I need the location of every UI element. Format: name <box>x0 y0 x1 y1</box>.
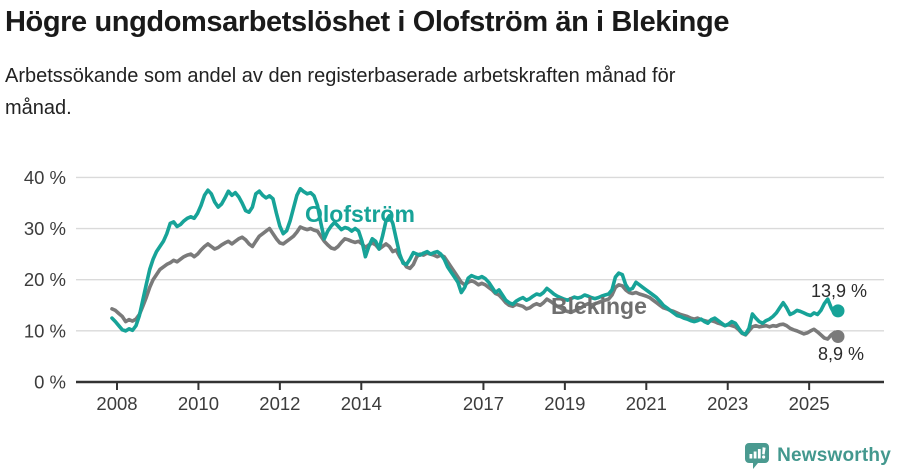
x-tick-label: 2014 <box>341 393 382 414</box>
x-tick-label: 2019 <box>544 393 585 414</box>
page-title: Högre ungdomsarbetslöshet i Olofström än… <box>5 6 730 38</box>
y-tick-label: 30 % <box>24 218 66 239</box>
x-tick-label: 2025 <box>789 393 830 414</box>
newsworthy-chart-bubble-icon <box>745 443 770 469</box>
olofström-line <box>110 186 840 337</box>
x-tick-label: 2012 <box>259 393 300 414</box>
x-tick-label: 2010 <box>178 393 219 414</box>
blekinge-series-label: Blekinge <box>551 293 647 319</box>
y-tick-label: 40 % <box>24 167 66 188</box>
brand-name: Newsworthy <box>777 444 891 466</box>
brand-logo-link[interactable]: Newsworthy <box>744 442 891 469</box>
subtitle-line-2: månad. <box>5 97 72 120</box>
y-tick-label: 10 % <box>24 320 66 341</box>
olofström-series-label: Olofström <box>305 201 415 227</box>
x-tick-label: 2021 <box>626 393 667 414</box>
y-tick-label: 20 % <box>24 269 66 290</box>
chart-subtitle: Arbetssökande som andel av den registerb… <box>5 60 900 124</box>
olofström-end-value-label: 13,9 % <box>811 281 867 301</box>
blekinge-end-dot <box>831 329 845 343</box>
olofström-end-dot <box>831 304 845 318</box>
x-tick-label: 2008 <box>96 393 137 414</box>
y-tick-label: 0 % <box>34 372 66 393</box>
x-tick-label: 2017 <box>463 393 504 414</box>
blekinge-line <box>110 225 840 341</box>
chart-header: Högre ungdomsarbetslöshet i Olofström än… <box>0 0 900 124</box>
x-tick-label: 2023 <box>707 393 748 414</box>
subtitle-line-1: Arbetssökande som andel av den registerb… <box>5 65 676 88</box>
blekinge-end-value-label: 8,9 % <box>818 344 864 364</box>
